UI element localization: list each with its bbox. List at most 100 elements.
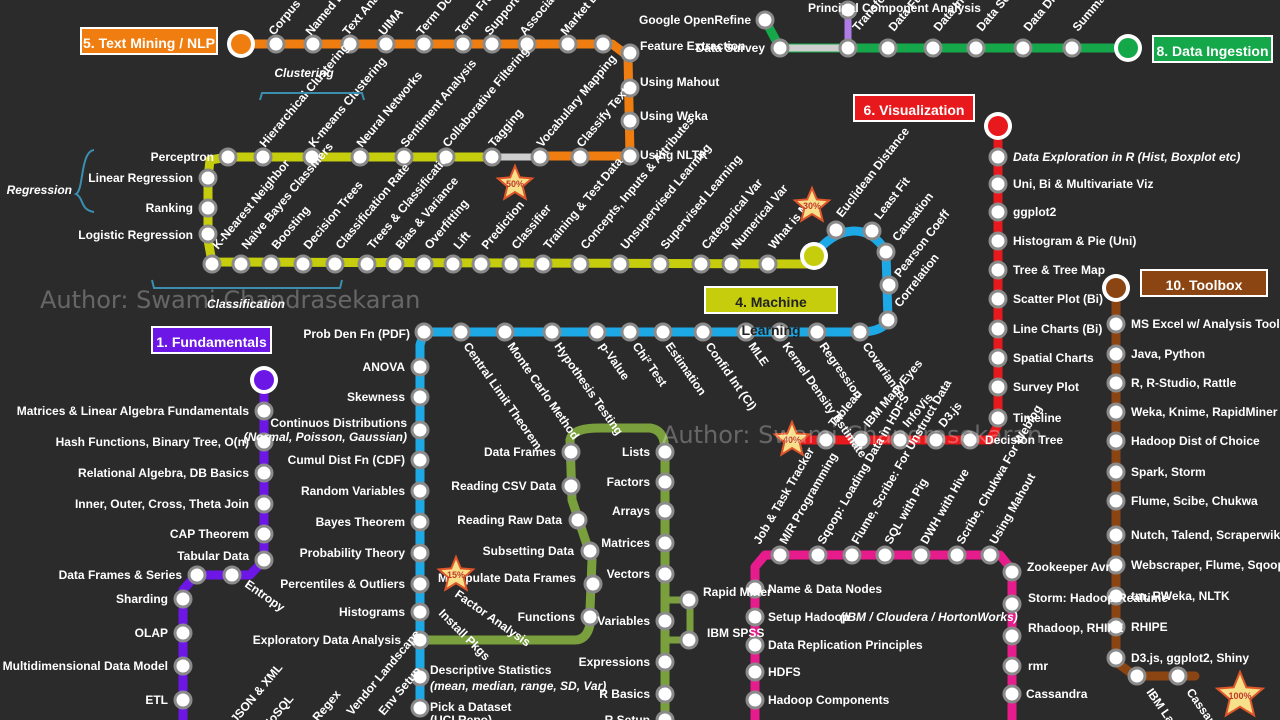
r-station[interactable] bbox=[655, 501, 675, 521]
text-mining-station[interactable] bbox=[436, 147, 456, 167]
toolbox-station[interactable] bbox=[1106, 586, 1126, 606]
ml-station[interactable] bbox=[570, 254, 590, 274]
toolbox-station[interactable] bbox=[1127, 666, 1147, 686]
hadoop-station[interactable] bbox=[911, 545, 931, 565]
r-station[interactable] bbox=[568, 510, 588, 530]
fundamentals-box[interactable]: 1. Fundamentals bbox=[151, 326, 272, 354]
text-mining-station[interactable] bbox=[302, 147, 322, 167]
text-mining-station[interactable] bbox=[620, 111, 640, 131]
stats-station[interactable] bbox=[451, 322, 471, 342]
toolbox-station[interactable] bbox=[1168, 666, 1188, 686]
ingestion-station[interactable] bbox=[770, 38, 790, 58]
viz-station[interactable] bbox=[988, 289, 1008, 309]
ml-station[interactable] bbox=[443, 254, 463, 274]
text-mining-station[interactable] bbox=[414, 34, 434, 54]
toolbox-station[interactable] bbox=[1106, 525, 1126, 545]
ml-station[interactable] bbox=[501, 254, 521, 274]
hadoop-station[interactable] bbox=[808, 545, 828, 565]
text-mining-box[interactable]: 5. Text Mining / NLP bbox=[80, 27, 218, 55]
text-mining-station[interactable] bbox=[266, 34, 286, 54]
viz-station[interactable] bbox=[960, 430, 980, 450]
stats-station[interactable] bbox=[587, 322, 607, 342]
ml-station[interactable] bbox=[325, 254, 345, 274]
fundamentals-station[interactable] bbox=[254, 524, 274, 544]
ml-station[interactable] bbox=[471, 254, 491, 274]
viz-station[interactable] bbox=[988, 348, 1008, 368]
stats-station[interactable] bbox=[410, 512, 430, 532]
text-mining-station[interactable] bbox=[517, 34, 537, 54]
toolbox-station[interactable] bbox=[1106, 314, 1126, 334]
text-mining-station[interactable] bbox=[530, 147, 550, 167]
ml-station[interactable] bbox=[202, 254, 222, 274]
hadoop-station[interactable] bbox=[1002, 656, 1022, 676]
ml-station[interactable] bbox=[385, 254, 405, 274]
stats-station[interactable] bbox=[410, 357, 430, 377]
ingestion-station[interactable] bbox=[878, 38, 898, 58]
ml-station[interactable] bbox=[533, 254, 553, 274]
stats-station[interactable] bbox=[693, 322, 713, 342]
text-mining-station[interactable] bbox=[593, 34, 613, 54]
ml-station[interactable] bbox=[231, 254, 251, 274]
hadoop-station[interactable] bbox=[1002, 626, 1022, 646]
ingestion-station[interactable] bbox=[966, 38, 986, 58]
text-mining-station[interactable] bbox=[558, 34, 578, 54]
viz-station[interactable] bbox=[926, 430, 946, 450]
text-mining-station[interactable] bbox=[620, 43, 640, 63]
ingestion-station[interactable] bbox=[1013, 38, 1033, 58]
hadoop-station[interactable] bbox=[745, 607, 765, 627]
hadoop-station[interactable] bbox=[745, 579, 765, 599]
stats-station[interactable] bbox=[495, 322, 515, 342]
r-station[interactable] bbox=[561, 476, 581, 496]
data-ingestion-box[interactable]: 8. Data Ingestion bbox=[1152, 35, 1273, 63]
stats-station[interactable] bbox=[620, 322, 640, 342]
stats-station[interactable] bbox=[410, 602, 430, 622]
ingestion-station[interactable] bbox=[838, 38, 858, 58]
text-mining-station[interactable] bbox=[218, 147, 238, 167]
stats-station[interactable] bbox=[410, 387, 430, 407]
viz-station[interactable] bbox=[890, 430, 910, 450]
fundamentals-station[interactable] bbox=[254, 494, 274, 514]
hadoop-station[interactable] bbox=[842, 545, 862, 565]
ml-station[interactable] bbox=[758, 254, 778, 274]
r-station[interactable] bbox=[580, 541, 600, 561]
r-station[interactable] bbox=[655, 533, 675, 553]
machine-learning-box[interactable]: 4. Machine Learning bbox=[704, 286, 838, 338]
text-mining-station[interactable] bbox=[394, 147, 414, 167]
stats-station[interactable] bbox=[414, 322, 434, 342]
viz-station[interactable] bbox=[816, 430, 836, 450]
toolbox-station[interactable] bbox=[1106, 555, 1126, 575]
ml-station[interactable] bbox=[879, 275, 899, 295]
stats-station[interactable] bbox=[770, 322, 790, 342]
viz-station[interactable] bbox=[988, 147, 1008, 167]
ml-station[interactable] bbox=[357, 254, 377, 274]
toolbox-station[interactable] bbox=[1106, 431, 1126, 451]
fundamentals-station[interactable] bbox=[173, 623, 193, 643]
r-station[interactable] bbox=[655, 652, 675, 672]
toolbox-station[interactable] bbox=[1106, 491, 1126, 511]
stats-station[interactable] bbox=[410, 630, 430, 650]
r-station[interactable] bbox=[561, 442, 581, 462]
text-mining-station[interactable] bbox=[253, 147, 273, 167]
visualization-box[interactable]: 6. Visualization bbox=[853, 94, 975, 122]
r-station[interactable] bbox=[580, 607, 600, 627]
r-station[interactable] bbox=[655, 442, 675, 462]
hadoop-station[interactable] bbox=[1002, 562, 1022, 582]
fundamentals-station[interactable] bbox=[254, 401, 274, 421]
hadoop-station[interactable] bbox=[745, 662, 765, 682]
viz-station[interactable] bbox=[988, 260, 1008, 280]
text-mining-station[interactable] bbox=[303, 34, 323, 54]
viz-station[interactable] bbox=[851, 430, 871, 450]
ml-station[interactable] bbox=[878, 310, 898, 330]
stats-station[interactable] bbox=[410, 481, 430, 501]
stats-station[interactable] bbox=[542, 322, 562, 342]
toolbox-station[interactable] bbox=[1106, 462, 1126, 482]
ingestion-station[interactable] bbox=[1062, 38, 1082, 58]
ml-station[interactable] bbox=[261, 254, 281, 274]
stats-station[interactable] bbox=[410, 450, 430, 470]
ml-station[interactable] bbox=[691, 254, 711, 274]
r-station[interactable] bbox=[655, 472, 675, 492]
fundamentals-station[interactable] bbox=[187, 565, 207, 585]
stats-station[interactable] bbox=[850, 322, 870, 342]
r-station[interactable] bbox=[655, 564, 675, 584]
hadoop-station[interactable] bbox=[1002, 684, 1022, 704]
